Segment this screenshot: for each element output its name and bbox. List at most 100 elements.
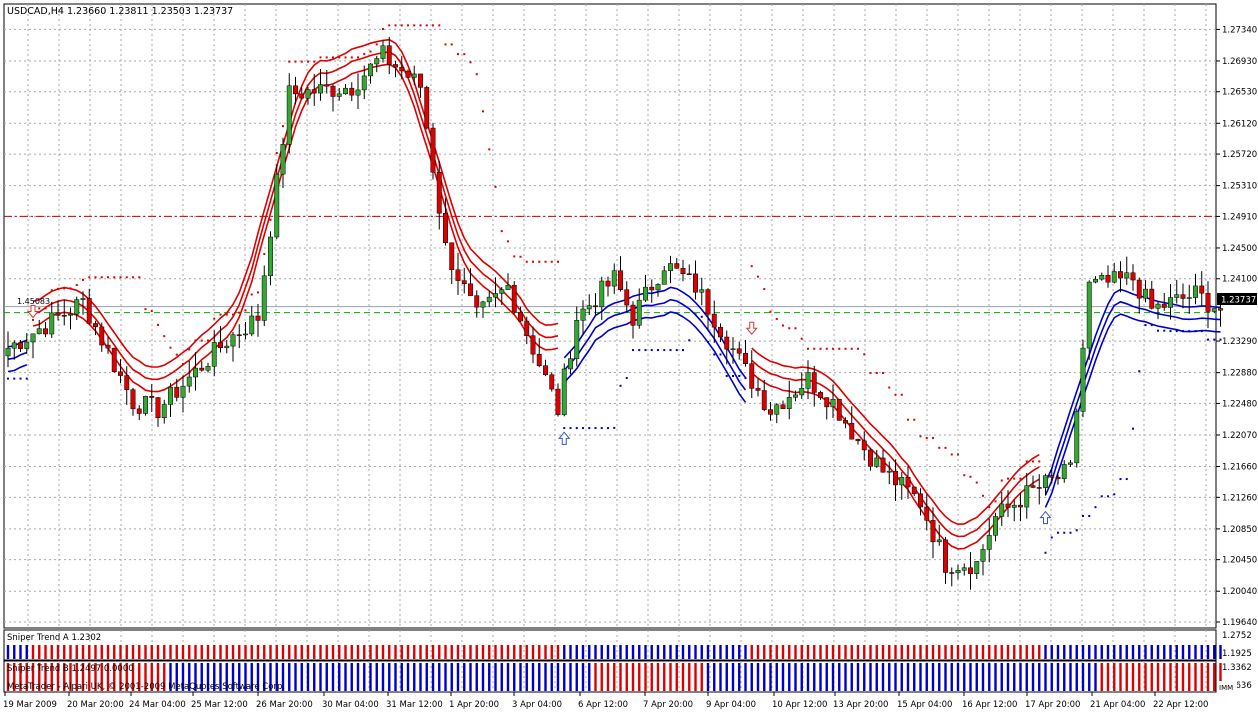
candle[interactable] xyxy=(186,360,192,393)
candle[interactable] xyxy=(986,518,992,563)
candle[interactable] xyxy=(836,398,842,421)
candle[interactable] xyxy=(611,263,617,294)
candle[interactable] xyxy=(286,73,292,154)
candle[interactable] xyxy=(536,338,542,368)
candle[interactable] xyxy=(361,65,367,100)
candle[interactable] xyxy=(1055,474,1061,485)
candle[interactable] xyxy=(443,198,448,246)
candle[interactable] xyxy=(1074,408,1080,468)
candle[interactable] xyxy=(461,267,467,294)
candle[interactable] xyxy=(993,512,998,542)
candle[interactable] xyxy=(1099,272,1105,281)
candle[interactable] xyxy=(580,300,586,336)
candle[interactable] xyxy=(305,87,311,105)
candle[interactable] xyxy=(1118,261,1123,293)
candle[interactable] xyxy=(905,466,911,499)
candle[interactable] xyxy=(793,390,798,402)
candle[interactable] xyxy=(811,365,817,407)
candle[interactable] xyxy=(968,552,973,590)
candle[interactable] xyxy=(399,55,405,80)
candle[interactable] xyxy=(74,296,80,321)
candle[interactable] xyxy=(205,362,211,373)
candle[interactable] xyxy=(418,73,423,98)
candle[interactable] xyxy=(674,258,680,269)
candle[interactable] xyxy=(1136,277,1142,314)
candle[interactable] xyxy=(655,283,661,297)
candle[interactable] xyxy=(1168,284,1173,320)
candle[interactable] xyxy=(243,321,248,340)
candle[interactable] xyxy=(711,300,717,343)
candle[interactable] xyxy=(336,88,342,101)
candle[interactable] xyxy=(55,300,61,321)
candle[interactable] xyxy=(668,255,673,284)
candle[interactable] xyxy=(468,268,473,296)
candle[interactable] xyxy=(849,406,855,440)
candle[interactable] xyxy=(1149,280,1155,310)
candle[interactable] xyxy=(868,447,873,471)
candle[interactable] xyxy=(311,73,317,106)
candle[interactable] xyxy=(855,438,861,445)
candle[interactable] xyxy=(605,276,611,297)
candle[interactable] xyxy=(230,331,236,362)
candle[interactable] xyxy=(11,340,17,360)
candle[interactable] xyxy=(630,301,636,339)
candle[interactable] xyxy=(386,36,392,75)
candle[interactable] xyxy=(374,55,380,73)
candle[interactable] xyxy=(1161,292,1167,311)
candle[interactable] xyxy=(1030,475,1036,489)
candle[interactable] xyxy=(30,333,36,359)
candle[interactable] xyxy=(449,242,455,285)
candle[interactable] xyxy=(424,85,430,130)
candle[interactable] xyxy=(1143,280,1148,303)
candle[interactable] xyxy=(636,288,642,329)
candle[interactable] xyxy=(1180,283,1186,309)
candle[interactable] xyxy=(293,76,298,105)
candle[interactable] xyxy=(274,164,280,240)
candle[interactable] xyxy=(486,290,492,307)
candle[interactable] xyxy=(543,359,548,377)
candle[interactable] xyxy=(430,122,436,180)
candle[interactable] xyxy=(780,400,786,409)
candle[interactable] xyxy=(643,274,648,302)
candle[interactable] xyxy=(799,372,805,399)
candle[interactable] xyxy=(893,459,898,501)
candle[interactable] xyxy=(549,372,555,392)
candle[interactable] xyxy=(455,252,461,295)
candle[interactable] xyxy=(111,347,117,373)
candle[interactable] xyxy=(743,339,748,367)
candle[interactable] xyxy=(680,259,686,282)
candle[interactable] xyxy=(174,378,180,402)
candle[interactable] xyxy=(249,306,255,337)
indicator-pane-b[interactable]: Sniper Trend B 1.2497 0.0000 MetaTrader … xyxy=(3,660,1222,693)
candle[interactable] xyxy=(136,405,142,421)
candle[interactable] xyxy=(180,375,186,413)
candle[interactable] xyxy=(586,294,592,316)
candle[interactable] xyxy=(918,488,923,516)
candle[interactable] xyxy=(80,291,86,315)
candle[interactable] xyxy=(599,276,605,321)
candle[interactable] xyxy=(1124,256,1130,285)
candle[interactable] xyxy=(618,256,623,292)
candle[interactable] xyxy=(1068,460,1073,467)
candle[interactable] xyxy=(749,350,755,399)
candle[interactable] xyxy=(474,290,480,318)
candle[interactable] xyxy=(774,403,780,424)
candle[interactable] xyxy=(18,340,23,352)
candle[interactable] xyxy=(330,84,336,112)
candle[interactable] xyxy=(1005,490,1011,517)
candle[interactable] xyxy=(924,494,930,531)
candle[interactable] xyxy=(1043,473,1048,496)
candle[interactable] xyxy=(886,461,892,485)
candle[interactable] xyxy=(1080,339,1086,418)
candle[interactable] xyxy=(530,326,536,364)
candle[interactable] xyxy=(49,301,55,338)
candle[interactable] xyxy=(999,492,1005,526)
candle[interactable] xyxy=(911,486,917,497)
candle[interactable] xyxy=(649,279,655,303)
candle[interactable] xyxy=(624,281,630,313)
candle[interactable] xyxy=(718,323,723,343)
candle[interactable] xyxy=(318,68,323,101)
candle[interactable] xyxy=(61,299,67,326)
candle[interactable] xyxy=(1174,279,1180,304)
candle[interactable] xyxy=(1193,273,1198,305)
